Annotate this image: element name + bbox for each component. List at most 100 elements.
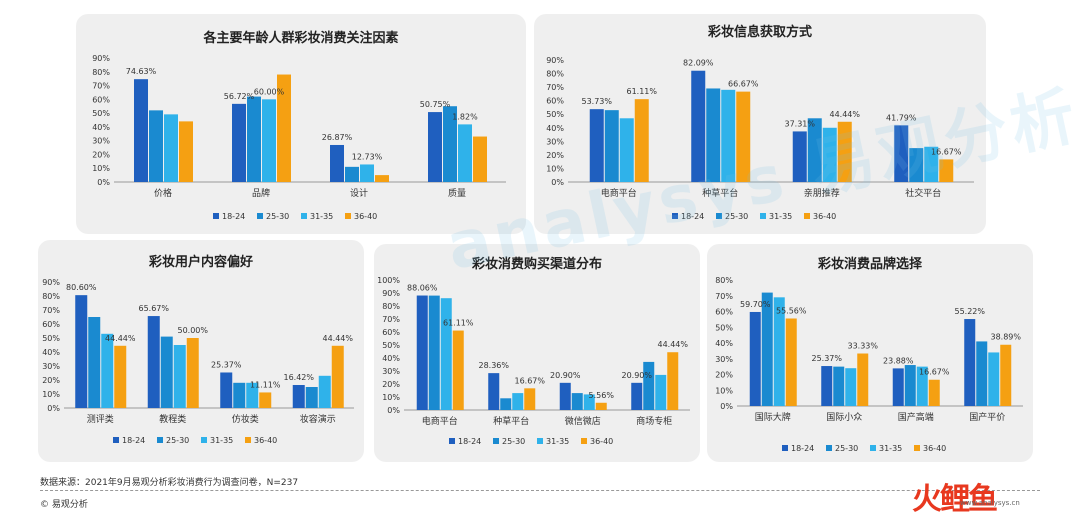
data-label: 50.75% [420, 100, 451, 109]
y-tick-label: 90% [92, 54, 110, 63]
legend-label: 31-35 [210, 436, 233, 445]
bar-36-40 [473, 136, 487, 182]
data-label: 33.33% [847, 342, 878, 351]
data-label: 61.11% [626, 87, 657, 96]
legend-label: 25-30 [266, 212, 289, 221]
bar-25-30 [643, 361, 655, 410]
bar-31-35 [822, 127, 837, 182]
bar-36-40 [1000, 344, 1012, 406]
bar-25-30 [706, 88, 721, 182]
bar-18-24 [631, 382, 643, 410]
panel-purchase-channels: 彩妆消费购买渠道分布 0% 10% 20% 30% 40% 50% 60% 70% 80% 90% 1… [374, 244, 700, 462]
bar-18-24 [964, 319, 976, 406]
y-tick-label: 30% [42, 362, 60, 371]
data-label: 82.09% [683, 59, 714, 68]
y-tick-label: 60% [92, 95, 110, 104]
bar-18-24 [330, 144, 344, 182]
chart-title: 各主要年龄人群彩妆消费关注因素 [202, 30, 398, 46]
data-label: 88.06% [407, 284, 438, 293]
bar-31-35 [318, 375, 331, 408]
y-tick-label: 50% [92, 109, 110, 118]
legend-swatch [449, 438, 455, 444]
bar-31-35 [164, 114, 178, 182]
bar-31-35 [360, 164, 374, 182]
legend-swatch [760, 213, 766, 219]
data-label: 66.67% [728, 80, 759, 89]
chart-info-channels: 彩妆信息获取方式 0% 10% 20% 30% 40% 50% 60% 70% 80% 90% 53.… [546, 24, 974, 221]
x-tick-label: 微信微店 [565, 415, 601, 427]
y-tick-label: 60% [382, 328, 400, 337]
bar-25-30 [149, 110, 163, 182]
bar-25-30 [976, 341, 988, 406]
chart-content-preference: 彩妆用户内容偏好 0% 10% 20% 30% 40% 50% 60% 70% 80% 90% 80.… [42, 254, 354, 445]
x-tick-label: 仿妆类 [232, 413, 259, 425]
data-label: 12.73% [352, 152, 383, 161]
data-label: 5.56% [589, 391, 615, 400]
y-tick-label: 50% [382, 341, 400, 350]
x-tick-label: 电商平台 [422, 415, 458, 427]
legend-label: 31-35 [546, 437, 569, 446]
legend-swatch [113, 437, 119, 443]
y-tick-label: 0% [387, 406, 400, 415]
bar-36-40 [452, 330, 464, 410]
panel-info-channels: 彩妆信息获取方式 0% 10% 20% 30% 40% 50% 60% 70% 80% 90% 53.… [534, 14, 986, 234]
footer-divider [40, 490, 1040, 491]
bar-18-24 [749, 311, 761, 406]
bar-36-40 [375, 175, 389, 182]
bar-18-24 [220, 372, 233, 408]
bar-18-24 [589, 109, 604, 182]
bar-31-35 [619, 118, 634, 182]
data-source: 数据来源：2021年9月易观分析彩妆消费行为调查问卷，N=237 [40, 478, 299, 488]
y-tick-label: 20% [382, 380, 400, 389]
y-tick-label: 60% [42, 320, 60, 329]
bar-36-40 [736, 91, 751, 182]
data-label: 25.37% [211, 360, 242, 369]
bar-31-35 [721, 89, 736, 182]
y-tick-label: 40% [382, 354, 400, 363]
bar-36-40 [928, 379, 940, 406]
data-label: 44.44% [322, 334, 353, 343]
bar-18-24 [147, 316, 160, 408]
x-tick-label: 质量 [448, 187, 466, 199]
legend-swatch [537, 438, 543, 444]
data-label: 50.00% [177, 326, 208, 335]
bar-18-24 [416, 295, 428, 410]
bar-36-40 [179, 121, 193, 182]
legend-label: 36-40 [254, 436, 277, 445]
data-label: 41.79% [886, 113, 917, 122]
legend-swatch [716, 213, 722, 219]
x-tick-label: 种草平台 [702, 187, 738, 199]
bar-25-30 [807, 118, 822, 182]
x-tick-label: 亲朋推荐 [804, 187, 840, 199]
legend-swatch [345, 213, 351, 219]
legend-swatch [213, 213, 219, 219]
bar-36-40 [785, 318, 797, 406]
legend-label: 31-35 [879, 444, 902, 453]
y-tick-label: 40% [92, 123, 110, 132]
bar-31-35 [101, 333, 114, 408]
logo: 火鲤鱼 [912, 482, 998, 517]
y-tick-label: 80% [42, 292, 60, 301]
data-label: 11.11% [250, 380, 281, 389]
legend-label: 18-24 [458, 437, 481, 446]
legend-swatch [301, 213, 307, 219]
data-label: 44.44% [657, 340, 688, 349]
x-tick-label: 社交平台 [905, 187, 941, 199]
legend-label: 25-30 [835, 444, 858, 453]
x-tick-label: 商场专柜 [636, 415, 672, 427]
legend-label: 18-24 [222, 212, 245, 221]
bar-36-40 [331, 345, 344, 408]
data-label: 55.22% [954, 307, 985, 316]
y-tick-label: 70% [92, 82, 110, 91]
legend-swatch [157, 437, 163, 443]
data-label: 26.87% [322, 133, 353, 142]
bar-36-40 [634, 99, 649, 182]
data-label: 16.67% [514, 376, 545, 385]
legend-label: 25-30 [166, 436, 189, 445]
y-tick-label: 90% [382, 289, 400, 298]
y-tick-label: 60% [715, 308, 733, 317]
y-tick-label: 30% [546, 137, 564, 146]
bar-25-30 [909, 148, 924, 182]
bar-25-30 [345, 166, 359, 182]
bar-18-24 [821, 366, 833, 406]
